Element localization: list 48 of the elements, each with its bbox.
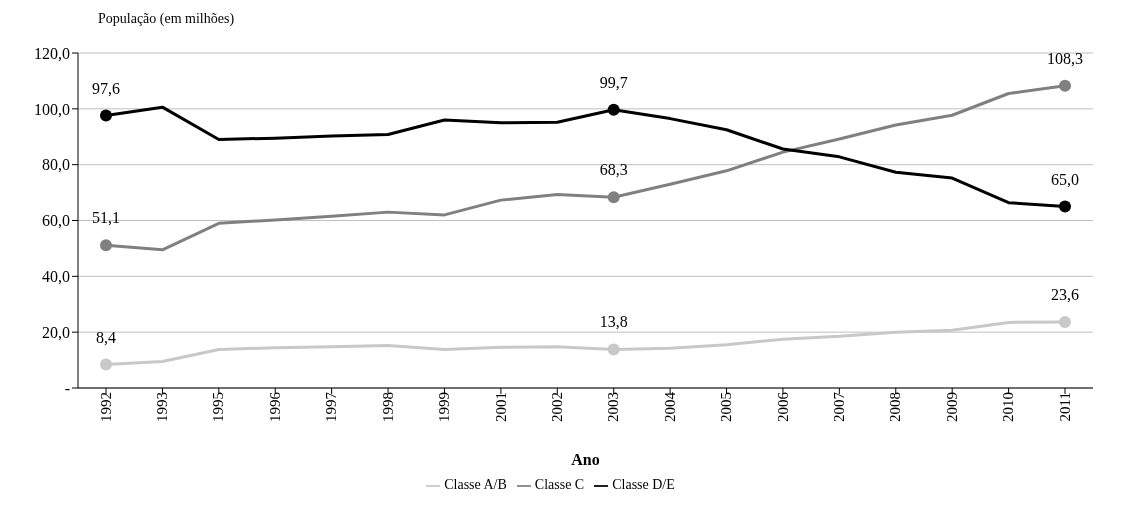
point xyxy=(1059,79,1071,92)
x-tick-label: 2004 xyxy=(661,391,678,422)
data-label: 99,7 xyxy=(599,73,628,91)
x-tick-label: 1995 xyxy=(210,392,227,422)
data-label: 68,3 xyxy=(599,161,628,179)
data-label: 23,6 xyxy=(1051,286,1079,304)
x-tick-label: 2002 xyxy=(548,392,565,422)
data-label: 13,8 xyxy=(599,313,628,331)
x-tick-label: 2003 xyxy=(605,392,622,422)
y-tick-label: 20,0 xyxy=(42,323,70,341)
point xyxy=(100,358,112,371)
legend-label: Classe D/E xyxy=(612,477,675,492)
x-tick-label: 2006 xyxy=(774,391,791,422)
x-axis-title: Ano xyxy=(571,451,600,468)
x-tick-label: 1997 xyxy=(323,391,340,422)
y-axis-title: População (em milhões) xyxy=(98,11,235,27)
x-tick-label: 2010 xyxy=(1000,392,1017,422)
legend-label: Classe C xyxy=(534,477,585,492)
data-label: 108,3 xyxy=(1047,49,1083,67)
x-tick-label: 1998 xyxy=(379,392,396,422)
legend-label: Classe A/B xyxy=(444,477,507,492)
x-tick-label: 2008 xyxy=(887,392,904,422)
y-tick-label: 80,0 xyxy=(42,156,70,174)
x-tick-label: 1999 xyxy=(436,392,453,422)
y-tick-label: 60,0 xyxy=(42,212,70,230)
data-label: 97,6 xyxy=(92,79,120,97)
y-tick-label: 100,0 xyxy=(34,100,70,118)
point xyxy=(607,191,620,204)
x-tick-label: 2001 xyxy=(492,392,509,422)
x-tick-label: 1993 xyxy=(154,392,171,422)
point xyxy=(607,103,620,116)
x-tick-label: 1992 xyxy=(97,392,114,422)
y-tick-label: 120,0 xyxy=(34,44,70,62)
x-tick-label: 1996 xyxy=(266,391,283,422)
data-label: 8,4 xyxy=(96,328,116,346)
data-label: 65,0 xyxy=(1051,170,1079,188)
point xyxy=(100,109,112,122)
x-tick-label: 2005 xyxy=(718,392,735,422)
point xyxy=(100,239,112,252)
y-tick-label: - xyxy=(64,379,70,397)
x-tick-label: 2009 xyxy=(943,392,960,422)
point xyxy=(1059,316,1071,329)
data-label: 51,1 xyxy=(92,209,120,227)
point xyxy=(607,343,620,356)
y-tick-label: 40,0 xyxy=(42,268,70,286)
x-tick-label: 2007 xyxy=(831,391,847,422)
x-tick-label: 2011 xyxy=(1056,392,1073,422)
point xyxy=(1059,200,1071,213)
